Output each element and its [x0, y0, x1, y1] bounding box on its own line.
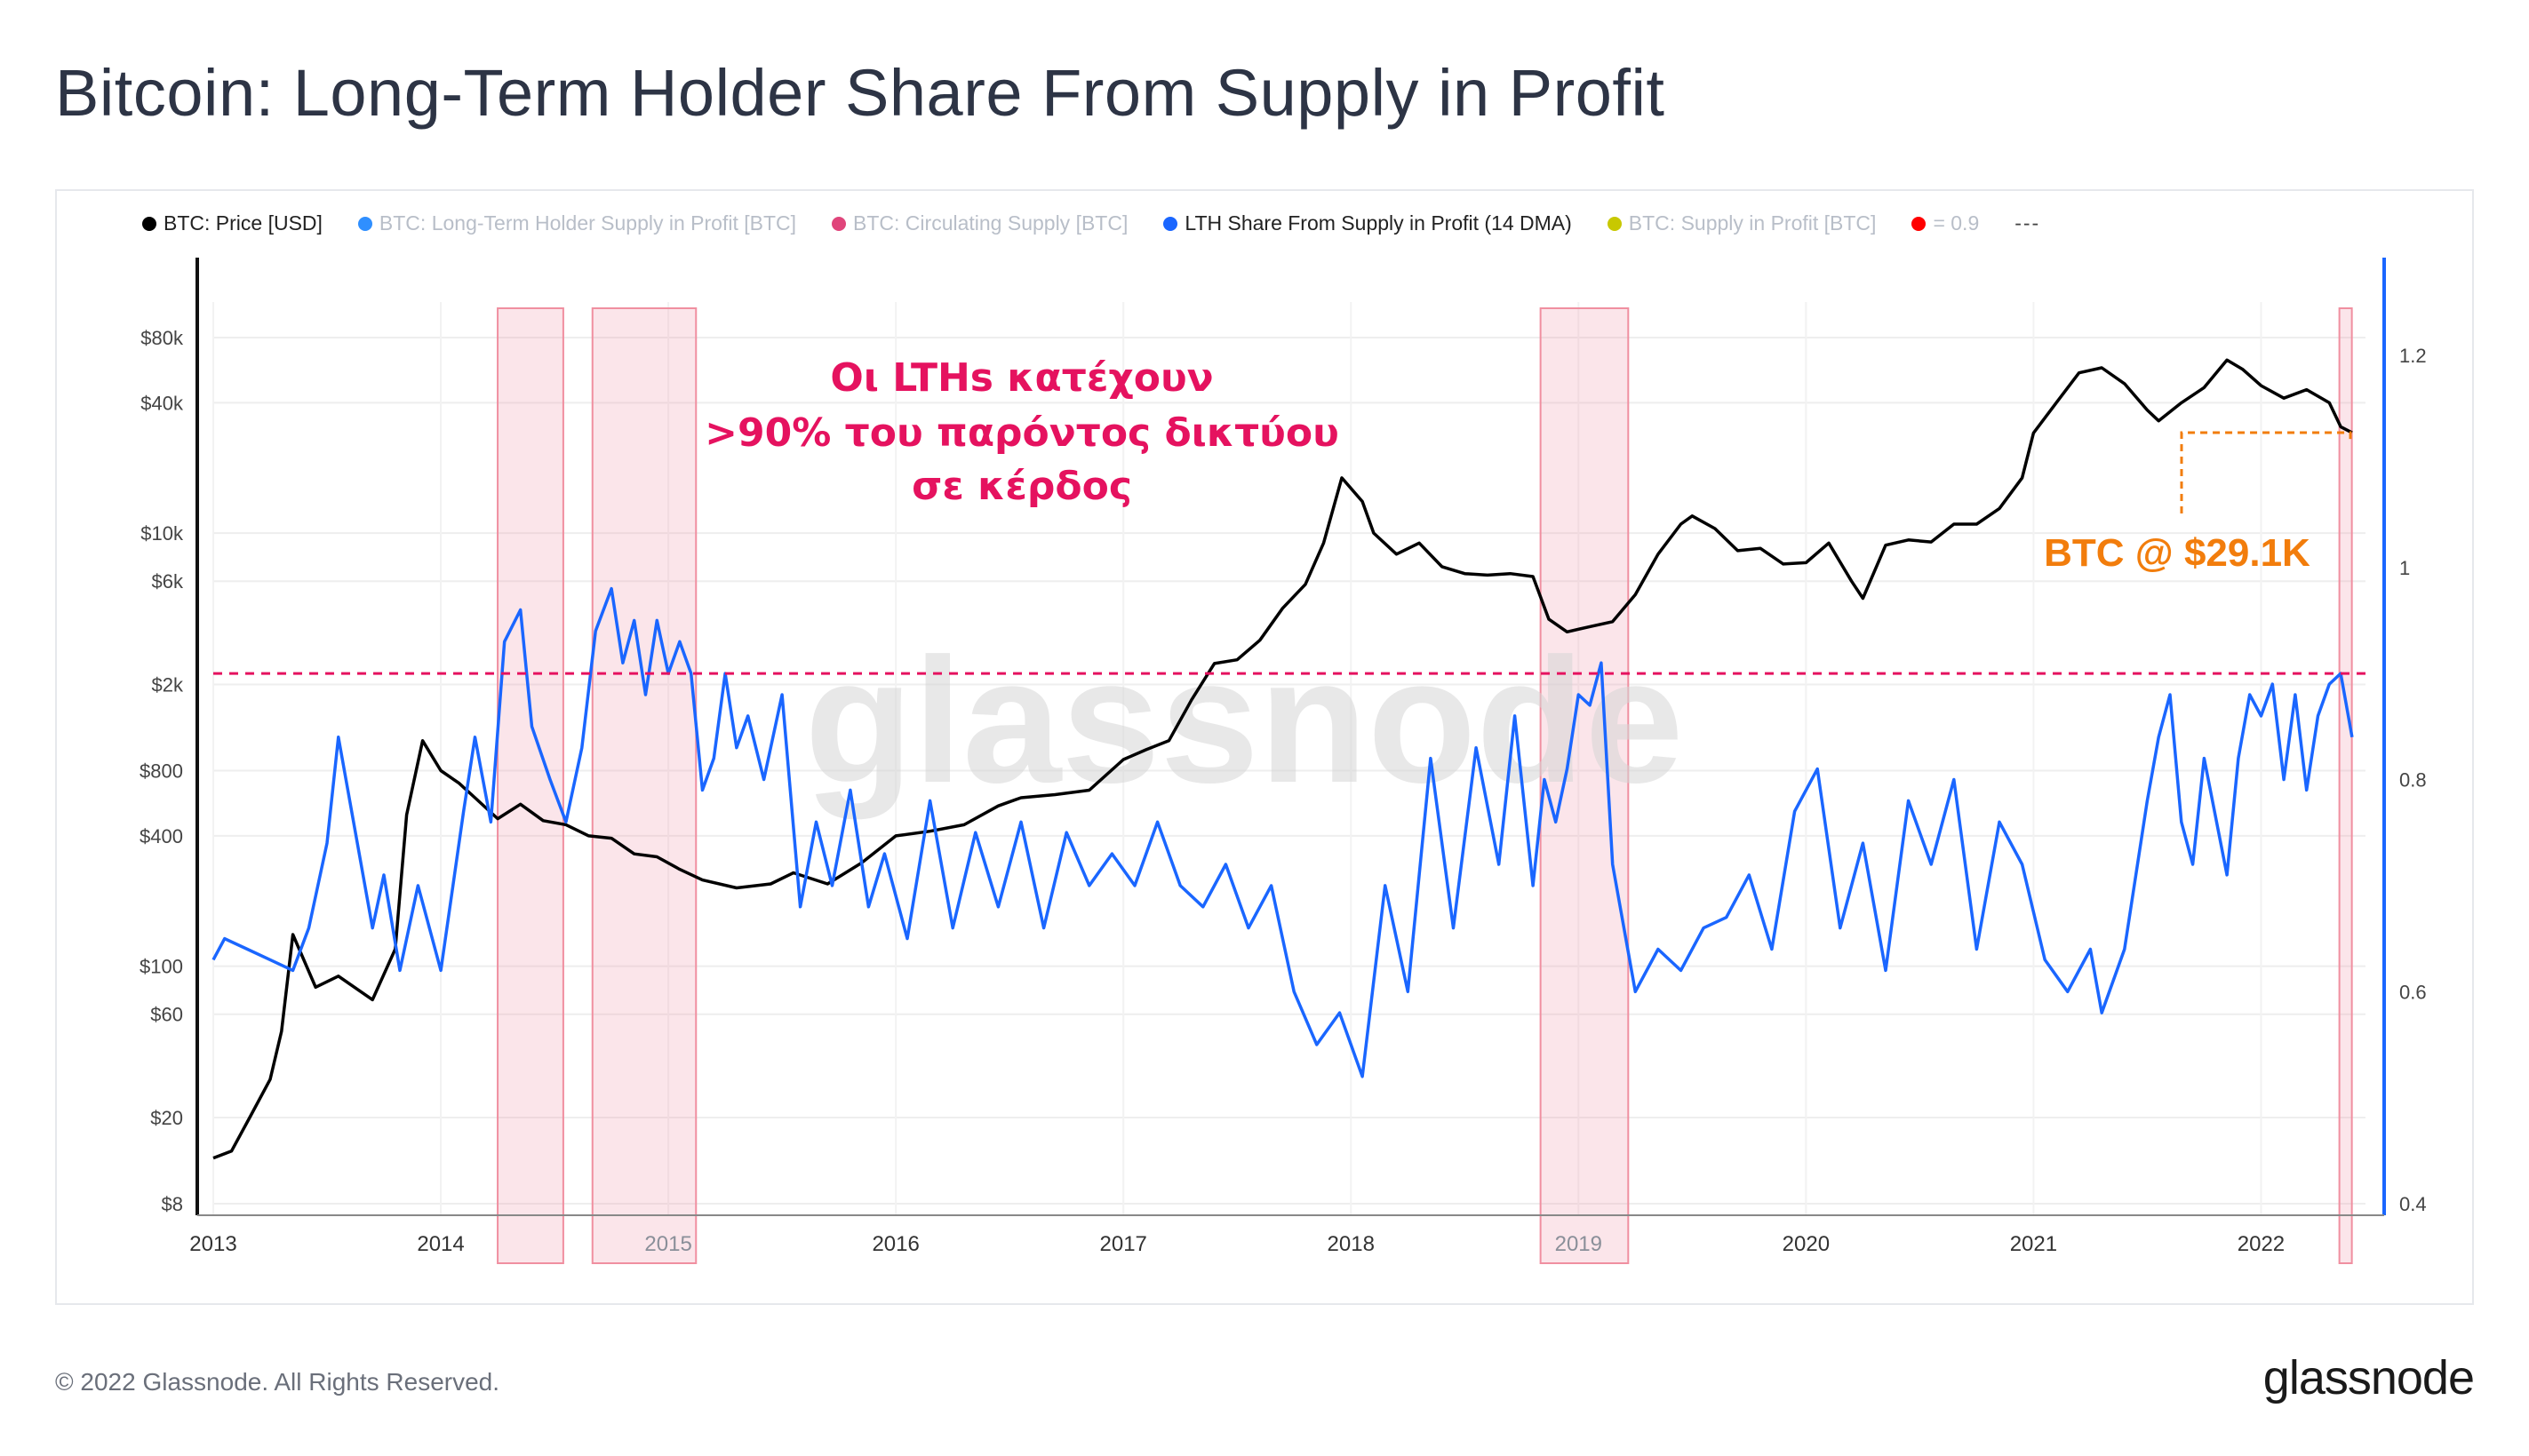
y-left-tick-label: $800 — [140, 760, 183, 783]
legend-label: BTC: Supply in Profit [BTC] — [1628, 211, 1877, 235]
y-left-tick-label: $10k — [140, 522, 184, 545]
highlight-range — [591, 307, 698, 1264]
y-left-tick-label: $8 — [162, 1193, 183, 1215]
legend-dot-icon — [1163, 216, 1178, 231]
legend-dot-icon — [357, 216, 372, 231]
legend-item-supply-in-profit[interactable]: BTC: Supply in Profit [BTC] — [1607, 211, 1877, 235]
x-tick-label: 2016 — [872, 1232, 919, 1256]
legend-item-more[interactable]: --- — [2014, 211, 2040, 235]
legend-label: BTC: Long-Term Holder Supply in Profit [… — [379, 211, 797, 235]
y-left-tick-label: $80k — [140, 327, 184, 349]
legend-item-btc-price[interactable]: BTC: Price [USD] — [142, 211, 323, 235]
y-left-tick-label: $400 — [140, 825, 183, 847]
legend-item-threshold[interactable]: = 0.9 — [1911, 211, 1979, 235]
price-line — [212, 358, 2353, 1160]
annotation-line: Οι LTHs κατέχουν — [830, 355, 1213, 401]
legend-dot-icon — [1911, 216, 1927, 231]
legend-dot-icon — [142, 216, 156, 231]
y-right-tick-label: 1 — [2399, 557, 2410, 579]
y-right-tick-label: 0.8 — [2399, 769, 2427, 792]
highlight-ranges — [497, 307, 2353, 1264]
x-tick-label: 2018 — [1328, 1232, 1375, 1256]
price-callout: BTC @ $29.1K — [2044, 431, 2352, 575]
x-tick-label: 2022 — [2238, 1232, 2285, 1256]
legend-label: --- — [2014, 211, 2041, 235]
legend-item-lth-share[interactable]: LTH Share From Supply in Profit (14 DMA) — [1163, 211, 1572, 235]
highlight-range — [2338, 307, 2353, 1264]
x-tick-label: 2021 — [2010, 1232, 2057, 1256]
chart-legend: BTC: Price [USD] BTC: Long-Term Holder S… — [142, 211, 2040, 235]
brand-logo: glassnode — [2262, 1351, 2475, 1404]
legend-label: LTH Share From Supply in Profit (14 DMA) — [1185, 211, 1572, 235]
highlight-range — [1539, 307, 1630, 1264]
y-left-tick-label: $60 — [150, 1004, 183, 1026]
legend-dot-icon — [1607, 216, 1622, 231]
x-tick-label: 2015 — [644, 1232, 691, 1256]
y-left-tick-label: $40k — [140, 392, 184, 414]
annotation-text: Οι LTHs κατέχουν >90% του παρόντος δικτύ… — [705, 355, 1339, 509]
x-axis-ticks: 2013 2014 2015 2016 2017 2018 2019 2020 2021 2022 — [189, 1232, 2285, 1256]
x-tick-label: 2017 — [1100, 1232, 1147, 1256]
legend-item-lth-supply-in-profit[interactable]: BTC: Long-Term Holder Supply in Profit [… — [357, 211, 797, 235]
y-right-ticks: 0.4 0.6 0.8 1 1.2 — [2399, 345, 2427, 1215]
y-right-tick-label: 1.2 — [2399, 345, 2427, 367]
y-right-tick-label: 0.6 — [2399, 981, 2427, 1003]
x-tick-label: 2019 — [1555, 1232, 1602, 1256]
legend-item-circulating-supply[interactable]: BTC: Circulating Supply [BTC] — [832, 211, 1128, 235]
watermark-text: glassnode — [804, 622, 1683, 820]
page-title: Bitcoin: Long-Term Holder Share From Sup… — [55, 56, 1665, 130]
callout-dashed-line — [2180, 431, 2352, 513]
copyright-footer: © 2022 Glassnode. All Rights Reserved. — [55, 1368, 500, 1396]
legend-label: BTC: Circulating Supply [BTC] — [853, 211, 1129, 235]
legend-label: = 0.9 — [1933, 211, 1980, 235]
y-left-tick-label: $6k — [152, 570, 184, 593]
x-tick-label: 2013 — [189, 1232, 236, 1256]
legend-label: BTC: Price [USD] — [164, 211, 323, 235]
axes — [195, 258, 2386, 1216]
lth-share-line — [211, 586, 2354, 1078]
y-left-ticks: $8 $20 $60 $100 $400 $800 $2k $6k $10k $40k $80k — [140, 327, 184, 1215]
y-left-tick-label: $100 — [140, 956, 183, 978]
legend-dot-icon — [832, 216, 847, 231]
x-tick-label: 2020 — [1783, 1232, 1830, 1256]
y-right-tick-label: 0.4 — [2399, 1193, 2427, 1215]
series-lines — [211, 358, 2354, 1160]
callout-label: BTC @ $29.1K — [2044, 531, 2310, 575]
chart-frame — [55, 189, 2474, 1305]
annotation-line: σε κέρδος — [912, 464, 1132, 509]
x-tick-label: 2014 — [417, 1232, 464, 1256]
y-left-tick-label: $20 — [150, 1107, 183, 1129]
annotation-line: >90% του παρόντος δικτύου — [705, 410, 1339, 456]
y-left-tick-label: $2k — [152, 674, 184, 696]
